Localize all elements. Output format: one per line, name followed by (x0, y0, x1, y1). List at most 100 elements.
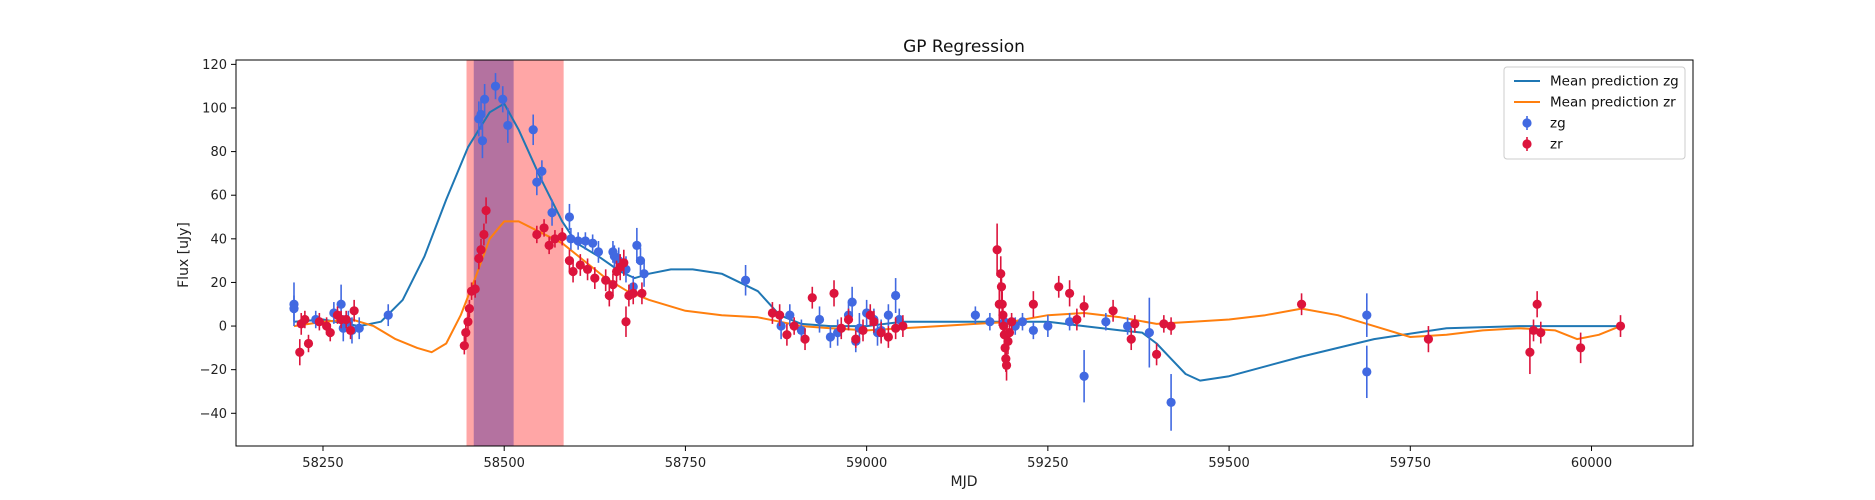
data-point (547, 208, 557, 218)
data-point (1576, 343, 1586, 353)
data-point (314, 317, 324, 327)
data-point (1166, 397, 1176, 407)
data-point (349, 306, 359, 316)
series-mean-prediction-zr (293, 220, 1621, 354)
data-point (858, 325, 868, 336)
data-point (503, 120, 513, 131)
data-point (621, 317, 631, 327)
x-tick-label: 59000 (846, 456, 887, 471)
data-point (470, 284, 480, 294)
data-point (1108, 306, 1118, 316)
data-point (477, 136, 488, 146)
data-point (639, 269, 649, 279)
data-point (539, 223, 549, 233)
data-point (295, 347, 305, 357)
data-point (1532, 299, 1542, 309)
data-point (544, 240, 554, 250)
x-tick-label: 58500 (484, 456, 525, 471)
data-point (1151, 349, 1162, 360)
data-point (1144, 327, 1154, 338)
data-point (814, 314, 825, 325)
data-point (498, 94, 508, 104)
data-point (588, 238, 598, 248)
data-point (1065, 317, 1075, 327)
legend-label: Mean prediction zr (1550, 95, 1676, 111)
data-point (593, 247, 604, 257)
data-point (825, 332, 835, 342)
data-point (590, 273, 600, 283)
data-point (807, 293, 817, 303)
data-point (635, 256, 646, 266)
x-tick-label: 60000 (1571, 456, 1612, 471)
data-point (637, 288, 647, 298)
data-point (383, 310, 393, 320)
legend-entry: Mean prediction zg (1514, 74, 1679, 90)
data-point (1166, 321, 1176, 331)
data-point (604, 290, 614, 301)
data-point (1065, 288, 1075, 298)
data-point (1054, 282, 1064, 292)
data-point (1079, 371, 1089, 381)
data-point (632, 240, 642, 250)
y-tick-label: 40 (210, 232, 227, 247)
data-point (1004, 327, 1015, 338)
data-point (557, 232, 567, 242)
data-point (480, 94, 490, 104)
data-point (336, 299, 346, 309)
data-point (1615, 321, 1626, 331)
y-tick-label: −40 (200, 407, 227, 422)
data-point (1528, 325, 1539, 336)
data-point (767, 308, 778, 318)
data-point (740, 275, 751, 285)
data-point (601, 275, 611, 285)
y-tick-label: 80 (210, 145, 227, 160)
legend-entry: zr (1522, 137, 1563, 153)
series-line (293, 220, 1621, 354)
data-point (776, 321, 786, 331)
chart-title: GP Regression (903, 37, 1025, 57)
data-point (566, 234, 576, 244)
data-point (619, 258, 629, 268)
data-point (785, 310, 795, 320)
data-point (796, 325, 807, 336)
data-point (883, 310, 893, 320)
data-point (775, 310, 785, 320)
data-point (851, 334, 861, 344)
data-point (490, 81, 501, 91)
y-tick-label: 0 (219, 320, 227, 335)
data-point (1525, 347, 1535, 357)
data-point (1296, 299, 1307, 309)
data-point (1362, 367, 1372, 377)
data-point (464, 304, 475, 314)
data-point (532, 177, 542, 187)
y-axis-label: Flux [uJy] (176, 222, 192, 288)
legend-label: zr (1550, 137, 1563, 153)
x-axis-label: MJD (951, 474, 978, 490)
x-tick-label: 59250 (1027, 456, 1068, 471)
data-point (476, 245, 486, 255)
data-point (876, 327, 886, 338)
data-point (1001, 360, 1012, 370)
data-point (1126, 334, 1136, 344)
data-point (575, 260, 585, 270)
data-point (843, 314, 854, 325)
data-point (341, 314, 351, 325)
legend-label: zg (1550, 116, 1566, 132)
data-point (580, 236, 590, 246)
data-point (836, 323, 846, 333)
data-point (300, 314, 310, 325)
data-point (800, 334, 810, 344)
data-point (1007, 317, 1017, 327)
series-line (293, 102, 1621, 382)
data-point (289, 304, 299, 314)
data-point (481, 205, 491, 216)
series-zr (295, 197, 1626, 381)
data-point (847, 297, 857, 307)
data-point (532, 229, 542, 240)
data-point (550, 234, 560, 244)
data-point (869, 317, 879, 327)
data-point (479, 229, 489, 240)
data-point (568, 266, 578, 277)
axes-frame (235, 59, 1694, 447)
